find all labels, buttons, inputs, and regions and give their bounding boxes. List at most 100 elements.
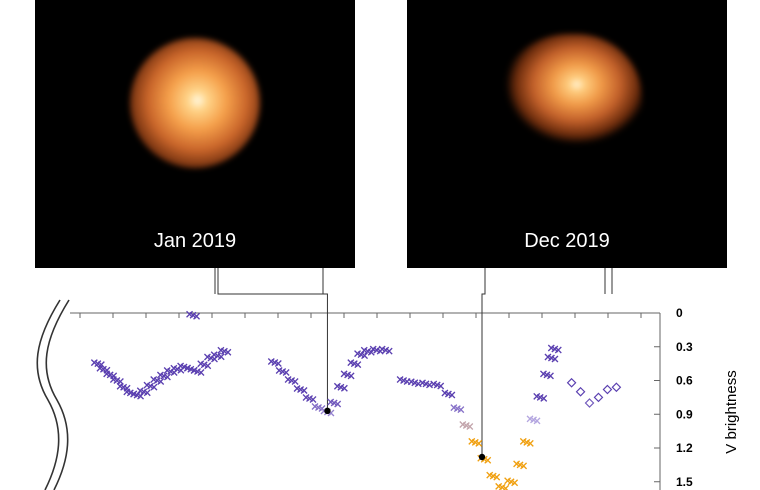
data-point [302,394,317,403]
data-point-stroke [466,423,474,430]
data-point-stroke [217,353,225,361]
data-point [190,367,205,376]
data-point [459,421,474,430]
connector-line [217,268,328,411]
data-point [275,367,290,376]
data-point [504,477,519,487]
data-point-stroke [274,360,282,367]
data-point-stroke [334,400,342,408]
data-point-stroke [347,372,355,380]
data-point-stroke [284,376,292,383]
data-point-stroke [136,387,144,395]
data-point [547,344,562,354]
data-point-stroke [369,345,377,353]
data-point-stroke [360,346,368,354]
data-point [430,380,445,390]
data-point-stroke [94,360,102,368]
star-image-jan: Jan 2019 [35,0,355,268]
data-point-stroke [382,346,390,354]
data-point-stroke [357,351,365,359]
data-point-stroke [224,348,232,356]
data-point-stroke [116,382,124,390]
data-point-stroke [547,354,555,362]
data-point [495,482,510,490]
data-point-stroke [157,378,165,385]
data-point-stroke [441,389,449,397]
data-point [419,379,433,389]
data-point-stroke [457,406,465,414]
data-point-stroke [150,383,158,391]
data-point-stroke [330,399,338,407]
data-point-stroke [204,353,211,361]
data-point-stroke [354,361,362,369]
data-point-stroke [544,353,552,361]
data-point-stroke [536,393,544,401]
data-point-stroke [187,365,195,373]
data-point [611,382,622,393]
data-point-stroke [378,345,386,353]
data-point-stroke [302,394,310,401]
data-point-stroke [137,392,144,400]
data-point [186,310,200,320]
y-tick-label: 1.2 [676,441,693,455]
data-point-stroke [433,381,441,389]
data-point [566,377,577,388]
data-point-stroke [361,352,368,360]
data-point-stroke [297,386,305,393]
data-point [347,359,362,369]
panel-label-dec: Dec 2019 [524,230,610,252]
data-point [210,351,225,361]
data-point-stroke [293,385,301,392]
data-point-stroke [430,380,438,388]
data-point-stroke [519,437,527,445]
data-point-stroke [516,461,524,469]
data-point-stroke [504,477,512,485]
data-point-stroke [437,382,445,390]
data-point-stroke [113,377,121,384]
star-image-dec: Dec 2019 [407,0,727,268]
data-point-stroke [373,346,381,354]
data-point [354,350,368,360]
data-point-stroke [200,361,208,369]
data-point [163,367,178,376]
data-point-stroke [526,415,534,423]
data-point-stroke [123,388,131,396]
data-point-stroke [444,390,452,398]
data-point [575,386,586,397]
data-point-stroke [547,372,554,380]
data-point [109,376,124,385]
data-point-stroke [533,417,541,425]
data-point [197,360,212,370]
highlighted-point [324,407,331,415]
data-point [143,381,158,391]
data-point-stroke [486,471,494,479]
data-point-stroke [459,421,467,428]
data-point-stroke [153,377,161,384]
data-point [378,345,393,355]
data-point-stroke [133,391,141,399]
data-point-stroke [503,484,510,490]
data-point [327,398,342,408]
data-point-stroke [475,439,483,447]
data-point-stroke [309,396,317,403]
data-point-stroke [540,370,547,378]
highlighted-point [478,453,486,461]
data-point [468,437,483,447]
data-point-stroke [419,379,426,387]
data-point-stroke [193,312,200,320]
data-point-stroke [177,362,185,370]
data-point-stroke [143,381,151,389]
data-point-stroke [493,473,501,481]
data-point-stroke [116,378,124,385]
data-point-stroke [511,479,519,487]
data-point-stroke [327,409,335,417]
data-point-stroke [282,369,290,376]
data-point-stroke [526,439,534,447]
data-point [584,398,595,408]
data-point-stroke [530,416,537,424]
data-point-stroke [130,390,137,398]
data-point-stroke [140,388,148,396]
data-point-stroke [350,360,358,368]
axis-break-line [36,299,61,490]
